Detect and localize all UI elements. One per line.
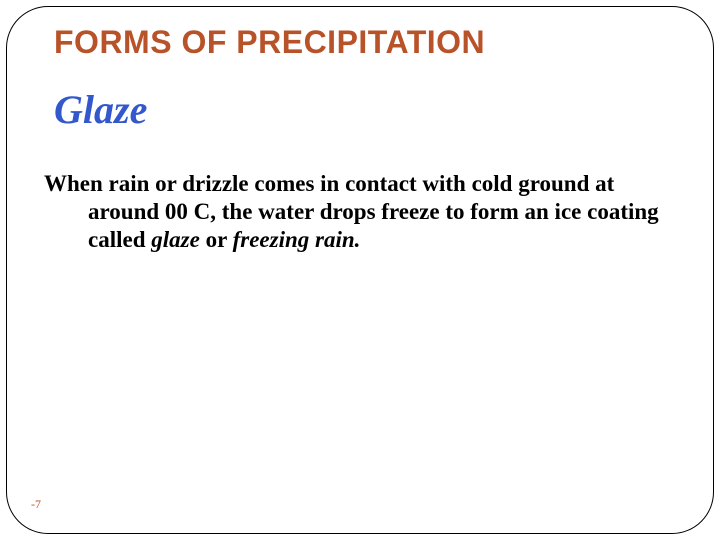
page-number: -7 (31, 497, 41, 512)
slide-subtitle: Glaze (54, 86, 147, 133)
body-em-freezing-rain: freezing rain. (233, 227, 361, 252)
slide: FORMS OF PRECIPITATION Glaze When rain o… (0, 0, 720, 540)
slide-heading: FORMS OF PRECIPITATION (54, 24, 485, 61)
body-em-glaze: glaze (151, 227, 200, 252)
body-mid: or (200, 227, 233, 252)
page-number-badge: -7 (24, 492, 48, 516)
body-text: When rain or drizzle comes in contact wi… (44, 170, 670, 254)
